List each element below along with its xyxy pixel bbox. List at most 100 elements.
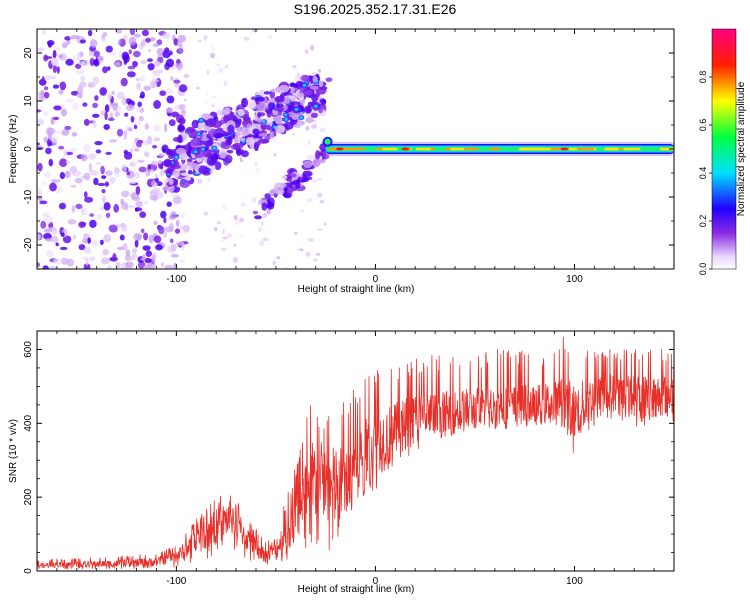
spectrogram-blob bbox=[79, 81, 87, 88]
tone-line-hot bbox=[568, 147, 578, 151]
spectrogram-blob bbox=[173, 79, 181, 84]
spectrogram-blob bbox=[183, 74, 190, 79]
spectrogram-blob bbox=[139, 211, 147, 218]
spectrogram-blob bbox=[261, 222, 264, 226]
spectrogram-blob bbox=[67, 154, 72, 158]
tone-line-hot bbox=[550, 147, 563, 151]
spectrogram-blob bbox=[116, 106, 123, 111]
spectrogram-blob bbox=[307, 237, 314, 242]
spectrogram-blob bbox=[165, 58, 175, 68]
spectrogram-blob bbox=[263, 91, 271, 95]
spectrogram-blob bbox=[146, 135, 153, 145]
spectrogram-blob bbox=[70, 34, 80, 40]
spectrogram-blob bbox=[60, 257, 69, 265]
y-tick-label: -20 bbox=[23, 237, 34, 252]
spectrogram-blob bbox=[156, 181, 163, 186]
spectrogram-blob bbox=[129, 29, 136, 36]
spectrogram-blob bbox=[158, 225, 165, 235]
spectrogram-blob bbox=[52, 84, 60, 89]
spectrogram-blob bbox=[156, 48, 165, 56]
spectrogram-blob bbox=[320, 127, 327, 133]
spectrogram-blob bbox=[137, 261, 146, 269]
spectrogram-blob bbox=[202, 140, 213, 146]
snr-panel: -100 0 100 0 200 400 600 Height of straight l… bbox=[8, 330, 675, 595]
spectrogram-blob bbox=[273, 115, 282, 122]
spectrogram-blob bbox=[252, 210, 259, 215]
spectrogram-blob bbox=[99, 87, 107, 96]
spectrogram-blob bbox=[319, 98, 327, 104]
spectrogram-blob bbox=[94, 95, 99, 101]
spectrogram-blob bbox=[189, 163, 201, 170]
spectrogram-x-ticks: -100 0 100 bbox=[36, 29, 675, 285]
spectrogram-blob bbox=[126, 171, 131, 176]
spectrogram-blob bbox=[266, 201, 275, 210]
spectrogram-blob bbox=[272, 260, 276, 266]
spectrogram-blob bbox=[134, 207, 139, 212]
spectrogram-blob bbox=[166, 201, 172, 207]
spectrogram-blob bbox=[40, 220, 47, 229]
spectrogram-blob bbox=[105, 151, 112, 155]
spectrogram-blob bbox=[71, 205, 76, 213]
spectrogram-blob bbox=[223, 80, 228, 87]
spectrogram-blob bbox=[117, 39, 121, 46]
spectrogram-blob bbox=[83, 118, 90, 126]
spectrogram-blob bbox=[316, 228, 323, 231]
spectrogram-blob bbox=[152, 69, 161, 77]
spectrogram-blob bbox=[37, 162, 43, 172]
spectrogram-blob bbox=[318, 80, 324, 88]
spectrogram-blob bbox=[52, 49, 57, 59]
spectrogram-blob bbox=[190, 138, 201, 147]
spectrogram-blob bbox=[276, 103, 284, 108]
spectrogram-blob bbox=[134, 239, 139, 248]
spectrogram-blob bbox=[80, 154, 88, 162]
spectrogram-blob bbox=[170, 164, 181, 169]
spectrogram-blob bbox=[259, 240, 265, 247]
spectrogram-blob bbox=[311, 124, 317, 129]
spectrogram-blob bbox=[128, 49, 132, 54]
spectrogram-blob bbox=[169, 238, 174, 244]
x-tick-label: -100 bbox=[166, 576, 186, 587]
tone-line-hot bbox=[430, 147, 435, 151]
spectrogram-blob bbox=[100, 257, 110, 265]
spectrogram-blob bbox=[315, 150, 321, 160]
spectrogram-blob bbox=[240, 150, 249, 158]
spectrogram-blob bbox=[138, 166, 147, 173]
spectrogram-blob bbox=[180, 109, 187, 115]
spectrogram-blob bbox=[83, 263, 91, 269]
spectrogram-blob bbox=[74, 177, 83, 184]
spectrogram-blob bbox=[52, 116, 60, 121]
spectrogram-blob bbox=[269, 131, 274, 140]
spectrogram-blob bbox=[177, 163, 188, 171]
spectrogram-blob bbox=[133, 50, 141, 58]
spectrogram-blob bbox=[324, 138, 331, 145]
spectrogram-blob bbox=[171, 254, 179, 258]
spectrogram-blob bbox=[206, 69, 210, 76]
spectrogram-blob bbox=[205, 92, 208, 96]
spectrogram-blob bbox=[76, 91, 83, 99]
spectrogram-blob bbox=[59, 82, 65, 89]
spectrogram-blob bbox=[149, 168, 155, 174]
spectrogram-blob bbox=[233, 243, 237, 247]
spectrogram-blob bbox=[102, 66, 108, 74]
spectrogram-blob bbox=[203, 211, 209, 216]
spectrogram-blob bbox=[91, 240, 97, 247]
spectrogram-blob bbox=[38, 93, 46, 102]
spectrogram-blob bbox=[89, 39, 98, 48]
spectrogram-blob bbox=[105, 170, 113, 176]
figure-title: S196.2025.352.17.31.E26 bbox=[294, 1, 457, 17]
tone-line-hot bbox=[660, 147, 668, 151]
spectrogram-blob bbox=[70, 184, 77, 188]
spectrogram-blob bbox=[114, 111, 120, 117]
spectrogram-blob bbox=[324, 222, 327, 226]
spectrogram-blob bbox=[245, 137, 254, 146]
tone-line-hot bbox=[463, 147, 479, 151]
spectrogram-blob bbox=[143, 265, 151, 269]
spectrogram-blob bbox=[61, 109, 67, 117]
spectrogram-blob bbox=[201, 113, 211, 120]
spectrogram-blob bbox=[175, 156, 179, 159]
spectrogram-blob bbox=[216, 63, 220, 66]
y-tick-label: 400 bbox=[23, 415, 34, 432]
spectrogram-blob bbox=[89, 213, 94, 217]
spectrogram-blob bbox=[239, 156, 243, 162]
